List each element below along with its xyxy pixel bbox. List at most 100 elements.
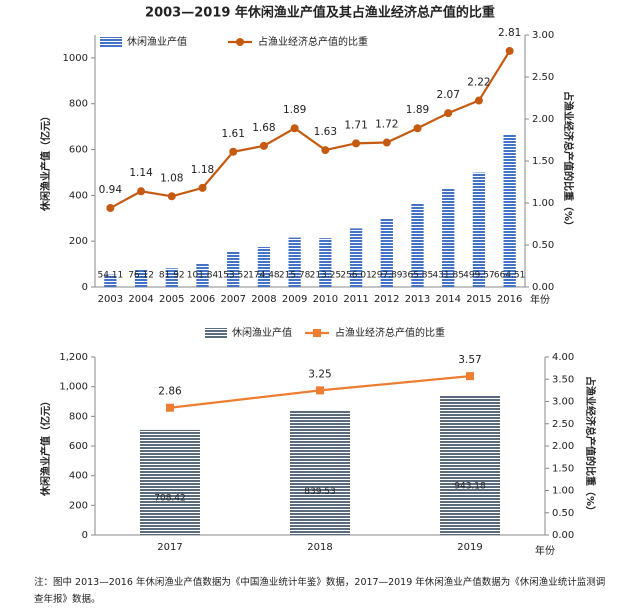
bar-value-label: 54.11 xyxy=(97,271,123,281)
bar xyxy=(227,251,240,287)
line-value-label: 3.57 xyxy=(458,354,481,366)
line-marker xyxy=(352,139,361,148)
x-tick-label: 2005 xyxy=(159,294,184,305)
x-axis-label: 年份 xyxy=(535,544,555,557)
bar-value-label: 431.85 xyxy=(432,271,464,281)
x-tick-label: 2008 xyxy=(251,294,276,305)
y-tick-label: 800 xyxy=(69,411,88,422)
legend-label: 休闲渔业产值 xyxy=(127,35,187,48)
line-marker xyxy=(505,46,514,55)
line-value-label: 1.71 xyxy=(344,119,367,131)
y-tick-label: 1000 xyxy=(63,53,88,64)
line-marker xyxy=(466,372,474,381)
y-tick-label: 400 xyxy=(69,471,88,482)
line-value-label: 1.89 xyxy=(406,104,429,116)
bar-value-label: 943.18 xyxy=(454,482,486,492)
y2-tick-label: 2.00 xyxy=(552,441,574,452)
bar-value-label: 213.25 xyxy=(310,271,342,281)
bar-value-label: 101.84 xyxy=(187,271,219,281)
y2-tick-label: 0.00 xyxy=(532,282,554,293)
bar xyxy=(104,274,117,287)
bar xyxy=(442,188,455,287)
y2-tick-label: 0.50 xyxy=(532,240,554,251)
line-marker xyxy=(166,403,174,412)
y-tick-label: 600 xyxy=(69,145,88,156)
bar xyxy=(165,268,178,287)
y-tick-label: 1,000 xyxy=(59,382,88,393)
bar xyxy=(196,263,209,287)
line-value-label: 1.89 xyxy=(283,104,306,116)
y-tick-label: 0 xyxy=(82,530,88,541)
y-axis-label: 休闲渔业产值（亿元） xyxy=(39,111,52,212)
line-value-label: 1.61 xyxy=(222,128,245,140)
legend-label: 占渔业经济总产值的比重 xyxy=(258,35,368,48)
bar-value-label: 174.48 xyxy=(248,271,280,281)
line-marker xyxy=(259,141,268,150)
bar-value-label: 297.89 xyxy=(371,271,403,281)
bar xyxy=(290,410,350,535)
line-marker xyxy=(321,146,330,155)
x-tick-label: 2012 xyxy=(374,294,399,305)
y2-tick-label: 4.00 xyxy=(552,352,574,363)
line-marker xyxy=(413,124,422,133)
x-tick-label: 2017 xyxy=(157,542,182,553)
charts: 2003—2019 年休闲渔业产值及其占渔业经济总产值的比重 0 200 400 60… xyxy=(39,5,597,558)
y-axis-label: 休闲渔业产值（亿元） xyxy=(39,396,52,497)
x-tick-label: 2018 xyxy=(307,542,332,553)
x-tick-label: 2014 xyxy=(435,294,460,305)
bar xyxy=(472,172,486,287)
y2-tick-label: 2.50 xyxy=(532,72,554,83)
note: 注：图中 2013—2016 年休闲渔业产值数据为《中国渔业统计年鉴》数据，20… xyxy=(34,577,606,605)
line-value-label: 1.18 xyxy=(191,164,214,176)
legend-marker xyxy=(313,329,321,337)
legend-label: 占渔业经济总产值的比重 xyxy=(335,326,445,339)
bar xyxy=(288,237,301,287)
y-tick-label: 600 xyxy=(69,441,88,452)
bar xyxy=(134,269,148,287)
bar-value-label: 76.12 xyxy=(128,271,154,281)
legend-marker xyxy=(236,38,244,46)
line-value-label: 1.68 xyxy=(252,122,275,134)
line-value-label: 1.63 xyxy=(314,126,337,138)
y2-tick-label: 2.00 xyxy=(532,114,554,125)
x-tick-label: 2011 xyxy=(343,294,368,305)
y-tick-label: 1,200 xyxy=(59,352,88,363)
bar xyxy=(411,203,424,287)
y-tick-label: 0 xyxy=(82,282,88,293)
line-marker xyxy=(382,138,391,147)
y2-axis-label: 占渔业经济总产值的比重（%） xyxy=(584,376,597,516)
x-tick-label: 2009 xyxy=(282,294,307,305)
line-marker xyxy=(444,109,453,118)
y-tick-label: 800 xyxy=(69,99,88,110)
x-tick-label: 2010 xyxy=(313,294,338,305)
y2-tick-label: 3.00 xyxy=(552,397,574,408)
line-value-label: 1.08 xyxy=(160,172,183,184)
line-value-label: 1.14 xyxy=(129,167,153,179)
y2-axis-label: 占渔业经济总产值的比重（%） xyxy=(562,91,575,231)
y-tick-label: 400 xyxy=(69,190,88,201)
line xyxy=(109,50,511,210)
line-value-label: 2.22 xyxy=(467,77,490,89)
bar-value-label: 256.01 xyxy=(340,271,372,281)
x-tick-label: 2015 xyxy=(466,294,491,305)
bar-value-label: 365.85 xyxy=(402,271,434,281)
line-marker xyxy=(167,192,176,201)
bar xyxy=(503,134,516,287)
y2-tick-label: 1.00 xyxy=(532,198,554,209)
y2-tick-label: 0.00 xyxy=(552,530,574,541)
y2-tick-label: 1.50 xyxy=(552,463,574,474)
bar-value-label: 839.53 xyxy=(304,487,336,497)
bar xyxy=(140,429,200,535)
line-value-label: 0.94 xyxy=(99,184,123,196)
y2-tick-label: 0.50 xyxy=(552,508,574,519)
line-marker xyxy=(229,147,238,156)
x-tick-label: 2019 xyxy=(457,542,482,553)
legend-label: 休闲渔业产值 xyxy=(232,326,292,339)
line-value-label: 2.86 xyxy=(158,386,182,398)
x-tick-label: 2016 xyxy=(497,294,522,305)
y2-tick-label: 1.00 xyxy=(552,486,574,497)
bar xyxy=(440,395,500,535)
x-tick-label: 2013 xyxy=(405,294,430,305)
line-marker xyxy=(137,187,146,196)
